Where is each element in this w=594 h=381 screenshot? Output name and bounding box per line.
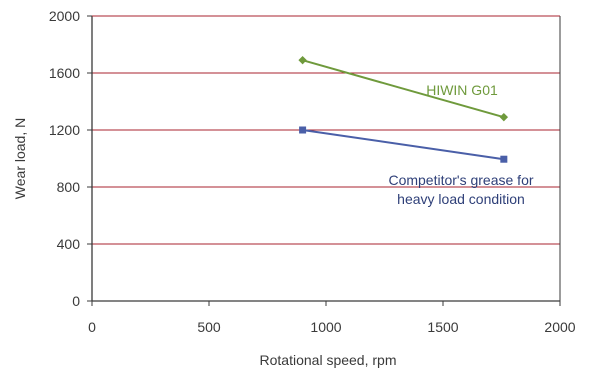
x-tick-label: 2000 bbox=[544, 319, 575, 335]
y-tick-label: 1600 bbox=[49, 65, 80, 81]
annotation-1-line: heavy load condition bbox=[397, 191, 525, 207]
series-line-0 bbox=[302, 59, 505, 119]
y-tick-label: 2000 bbox=[49, 8, 80, 24]
annotation-0-line: HIWIN G01 bbox=[426, 82, 498, 98]
annotation-1-line: Competitor's grease for bbox=[388, 172, 533, 188]
x-tick-label: 0 bbox=[88, 319, 96, 335]
y-tick-label: 400 bbox=[57, 236, 81, 252]
x-tick-label: 1500 bbox=[427, 319, 458, 335]
series-layer bbox=[298, 55, 509, 163]
y-tick-label: 1200 bbox=[49, 122, 80, 138]
x-tick-label: 500 bbox=[197, 319, 221, 335]
label-layer: HIWIN G01 Competitor's grease for heavy lo… bbox=[388, 82, 533, 207]
series-point-0 bbox=[499, 112, 509, 122]
axes-layer: 0 400 800 1200 1600 2000 0 500 1000 1500 2000 Rotat… bbox=[12, 8, 576, 368]
y-tick-label: 0 bbox=[72, 293, 80, 309]
y-tick-label: 800 bbox=[57, 179, 81, 195]
grid-layer bbox=[92, 15, 560, 245]
x-tick-label: 1000 bbox=[310, 319, 341, 335]
series-point-1 bbox=[299, 126, 307, 134]
x-axis-title: Rotational speed, rpm bbox=[260, 352, 397, 368]
series-line-1 bbox=[302, 129, 504, 161]
series-point-1 bbox=[500, 155, 508, 163]
series-point-0 bbox=[298, 55, 307, 65]
y-axis-title: Wear load, N bbox=[12, 118, 28, 199]
